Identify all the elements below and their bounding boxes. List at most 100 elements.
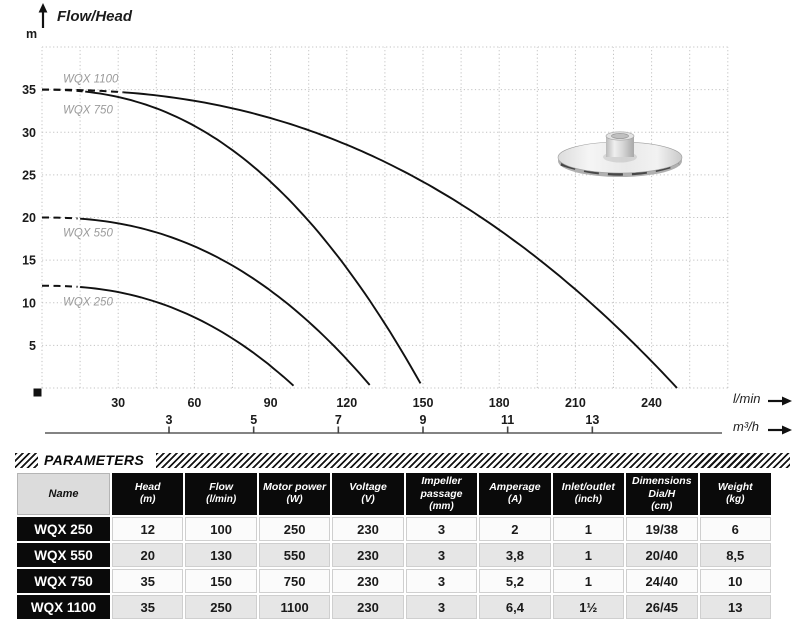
value-cell: 230 [332,569,404,593]
y-tick-label: 5 [29,339,36,353]
value-cell: 230 [332,595,404,619]
y-tick-label: 10 [22,296,36,310]
curve-dashed-wqx-250 [42,284,78,288]
x-axis-unit-m3h: m³/h [733,419,759,434]
parameters-header-bar: PARAMETERS [15,453,790,468]
value-cell: 2 [479,517,551,541]
column-header-voltage: Voltage (V) [332,473,404,515]
name-cell: WQX 750 [17,569,110,593]
x-tick-label-m3h: 7 [335,413,342,427]
column-header-impeller-passage: Impeller passage (mm) [405,473,478,515]
up-arrow-icon [38,3,48,28]
column-header-amperage: Amperage (A) [479,473,551,515]
y-tick-label: 15 [22,254,36,268]
value-cell: 8,5 [699,543,771,567]
column-header-motor-power: Motor power (W) [258,473,331,515]
value-cell: 1100 [258,595,331,619]
value-cell: 250 [258,517,331,541]
x-tick-label-m3h: 13 [585,413,599,427]
y-tick-label: 35 [22,83,36,97]
value-cell: 250 [185,595,257,619]
curve-labels: WQX 1100 WQX 750 WQX 550 WQX 250 [63,74,119,309]
y-tick-label: 20 [22,211,36,225]
column-header-name: Name [17,473,110,515]
table-row-wqx-750: WQX 750 35 150 750 230 3 5,2 1 24/40 10 [17,569,771,593]
value-cell: 130 [185,543,257,567]
hatch-stripe-left [15,453,38,468]
value-cell: 35 [112,595,184,619]
column-header-head: Head (m) [112,473,184,515]
value-cell: 3,8 [479,543,551,567]
y-tick-label: 30 [22,126,36,140]
value-cell: 3 [405,569,478,593]
table-row-wqx-550: WQX 550 20 130 550 230 3 3,8 1 20/40 8,5 [17,543,771,567]
curve-wqx-250 [80,286,295,387]
chart-title: Flow/Head [57,8,133,25]
value-cell: 12 [112,517,184,541]
value-cell: 750 [258,569,331,593]
column-header-weight: Weight (kg) [699,473,771,515]
column-header-flow: Flow (l/min) [185,473,257,515]
x-tick-label-m3h: 11 [501,413,514,427]
pump-curves [42,88,678,389]
value-cell: 1 [552,517,625,541]
impeller-image [557,131,683,177]
curve-dashed-wqx-550 [42,216,78,220]
value-cell: 6,4 [479,595,551,619]
x-axis-unit-lmin: l/min [733,391,761,406]
value-cell: 35 [112,569,184,593]
value-cell: 150 [185,569,257,593]
curve-label-wqx-550: WQX 550 [63,228,113,240]
right-arrow-icon-lmin [768,396,792,406]
table-row-wqx-1100: WQX 1100 35 250 1100 230 3 6,4 1½ 26/45 13 [17,595,771,619]
value-cell: 5,2 [479,569,551,593]
parameters-table: Name Head (m) Flow (l/min) Motor power (W) Volt… [15,471,773,621]
y-tick-label: 25 [22,168,36,182]
table-row-wqx-250: WQX 250 12 100 250 230 3 2 1 19/38 6 [17,517,771,541]
table-header-row: Name Head (m) Flow (l/min) Motor power (W) Volt… [17,473,771,515]
value-cell: 100 [185,517,257,541]
curve-wqx-750 [85,90,422,384]
x-tick-label-lmin: 90 [264,396,278,410]
value-cell: 20/40 [626,543,698,567]
value-cell: 19/38 [626,517,698,541]
value-cell: 3 [405,543,478,567]
value-cell: 13 [699,595,771,619]
impeller-hub [606,136,634,157]
value-cell: 3 [405,595,478,619]
x-tick-label-lmin: 210 [565,396,586,410]
chart-grid [41,46,729,389]
origin-marker [33,388,42,397]
value-cell: 1½ [552,595,625,619]
name-cell: WQX 1100 [17,595,110,619]
x-tick-label-lmin: 30 [111,396,125,410]
x-tick-label-lmin: 150 [413,396,434,410]
value-cell: 24/40 [626,569,698,593]
y-axis-unit: m [26,27,38,41]
hatch-stripe-right [155,453,790,468]
curve-wqx-1100 [123,91,678,389]
x-tick-label-lmin: 60 [187,396,201,410]
value-cell: 230 [332,517,404,541]
value-cell: 6 [699,517,771,541]
x-tick-label-lmin: 180 [489,396,510,410]
curve-label-wqx-1100: WQX 1100 [63,74,119,86]
curve-label-wqx-250: WQX 250 [63,297,113,309]
x-tick-label-lmin: 240 [641,396,662,410]
x-tick-label-m3h: 3 [166,413,173,427]
curve-wqx-550 [80,217,371,386]
value-cell: 230 [332,543,404,567]
value-cell: 1 [552,569,625,593]
curve-dashed-wqx-750 [42,88,83,93]
value-cell: 1 [552,543,625,567]
x-tick-label-lmin: 120 [336,396,357,410]
value-cell: 20 [112,543,184,567]
curve-label-wqx-750: WQX 750 [63,105,113,117]
name-cell: WQX 550 [17,543,110,567]
column-header-dimensions-dia-h: Dimensions Dia/H (cm) [626,473,698,515]
x-tick-label-m3h: 5 [250,413,257,427]
value-cell: 3 [405,517,478,541]
name-cell: WQX 250 [17,517,110,541]
